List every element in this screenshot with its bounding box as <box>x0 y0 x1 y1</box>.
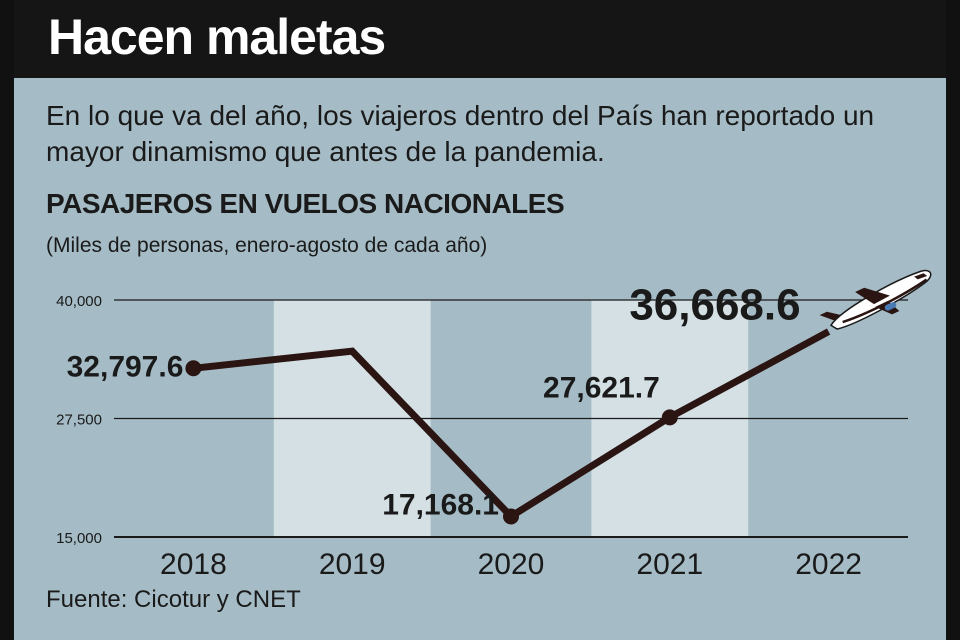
header-bar <box>14 0 946 78</box>
page-title: Hacen maletas <box>48 9 386 65</box>
chart-units: (Miles de personas, enero-agosto de cada… <box>46 234 488 257</box>
x-tick-label: 2021 <box>636 548 703 581</box>
data-label: 36,668.6 <box>629 281 800 330</box>
x-tick-label: 2018 <box>160 548 227 581</box>
data-point-2020 <box>503 508 519 525</box>
background-panel <box>14 0 946 640</box>
y-tick-label: 40,000 <box>56 293 102 310</box>
x-tick-label: 2019 <box>319 548 386 581</box>
data-point-2018 <box>185 360 202 377</box>
data-point-2021 <box>661 409 678 426</box>
x-tick-label: 2022 <box>795 548 862 581</box>
y-tick-label: 27,500 <box>56 412 102 429</box>
data-label: 27,621.7 <box>543 371 660 404</box>
chart-title: PASAJEROS EN VUELOS NACIONALES <box>46 188 565 219</box>
x-tick-label: 2020 <box>478 548 545 581</box>
airplane-icon <box>819 269 932 330</box>
y-tick-label: 15,000 <box>56 530 102 547</box>
data-label: 32,797.6 <box>67 350 184 383</box>
data-label: 17,168.1 <box>382 488 499 521</box>
source-note: Fuente: Cicotur y CNET <box>46 586 301 613</box>
subtitle: En lo que va del año, los viajeros dentr… <box>46 100 875 167</box>
